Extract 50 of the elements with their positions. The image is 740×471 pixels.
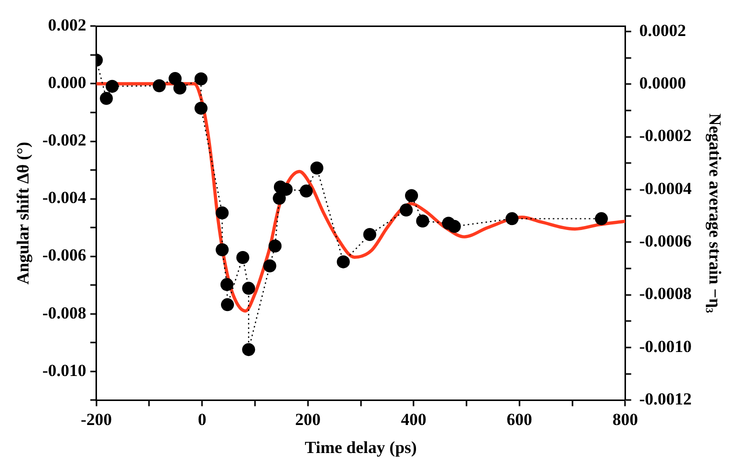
y-axis-title: Angular shift Δθ (°) xyxy=(14,142,33,285)
y-tick-label: -0.002 xyxy=(42,130,86,150)
point xyxy=(242,282,256,295)
x-tick-label: 200 xyxy=(295,410,321,429)
point xyxy=(310,162,324,175)
y2-tick-label: -0.0010 xyxy=(639,336,692,356)
point xyxy=(216,243,229,256)
point xyxy=(194,102,208,115)
point xyxy=(400,204,413,217)
point xyxy=(506,212,519,226)
y-tick-label: 0.000 xyxy=(48,73,86,92)
y2-tick-label: -0.0008 xyxy=(639,284,692,304)
point xyxy=(336,255,350,268)
x-tick-label: 600 xyxy=(506,410,532,429)
y2-tick-label: -0.0006 xyxy=(639,232,692,251)
point xyxy=(220,298,234,312)
point xyxy=(242,343,256,356)
y-tick-label: -0.004 xyxy=(42,188,87,208)
x-tick-label: -200 xyxy=(80,410,112,429)
y-tick-label: -0.010 xyxy=(42,360,86,380)
point xyxy=(405,189,418,202)
point xyxy=(216,206,229,220)
y-tick-label: -0.006 xyxy=(42,246,86,265)
y-tick-label: -0.008 xyxy=(42,303,86,322)
point xyxy=(263,259,276,272)
y2-tick-label: -0.0004 xyxy=(639,178,692,198)
point xyxy=(106,80,119,93)
point xyxy=(194,72,208,86)
point xyxy=(168,72,182,86)
y2-tick-label: 0.0000 xyxy=(639,74,686,93)
point xyxy=(448,220,461,233)
point xyxy=(300,184,313,198)
x-tick-label: 800 xyxy=(612,410,638,429)
point xyxy=(152,79,166,92)
y2-tick-label: 0.0002 xyxy=(639,20,686,40)
point xyxy=(236,251,250,264)
point xyxy=(173,82,186,95)
point xyxy=(594,212,608,226)
point xyxy=(416,214,430,228)
point xyxy=(268,239,282,252)
y2-tick-label: -0.0012 xyxy=(639,390,692,409)
x-axis-title: Time delay (ps) xyxy=(304,438,417,458)
x-tick-label: 400 xyxy=(400,410,426,429)
point xyxy=(100,92,113,105)
y2-axis-title: Negative average strain −η₃ xyxy=(705,113,724,313)
y2-tick-label: -0.0002 xyxy=(639,126,692,146)
point xyxy=(220,278,234,292)
y-tick-label: 0.002 xyxy=(48,16,86,35)
point xyxy=(363,228,376,241)
x-tick-label: 0 xyxy=(198,410,206,429)
